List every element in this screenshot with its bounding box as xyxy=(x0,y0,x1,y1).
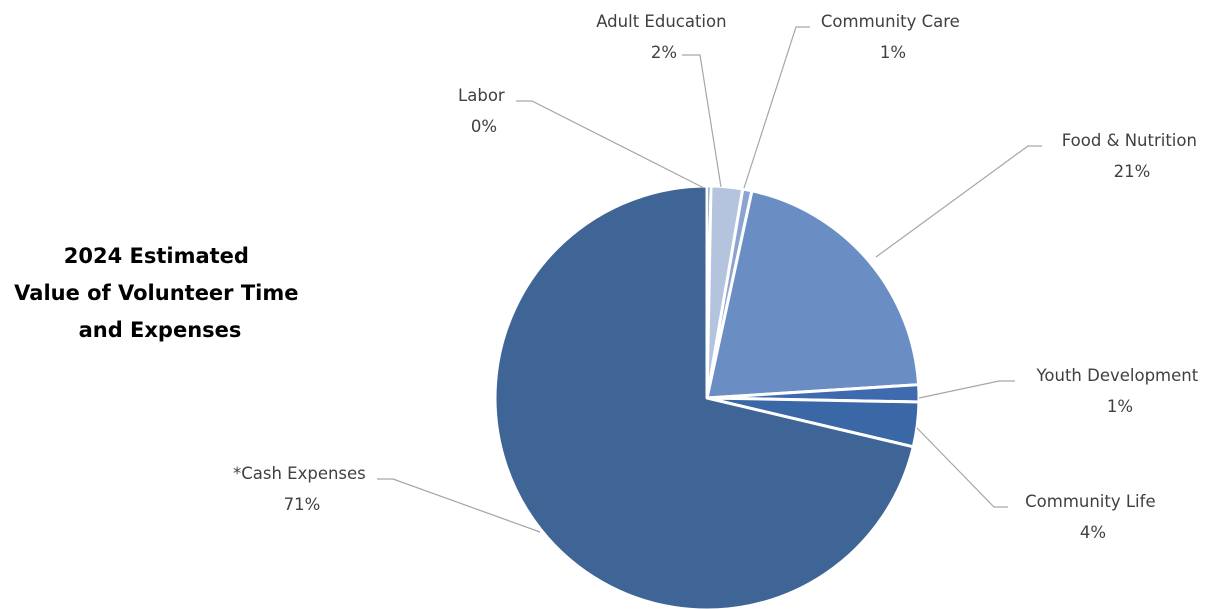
slice-label-youth-development-percent: 1% xyxy=(1107,397,1133,416)
leader-line-community-care xyxy=(743,26,810,189)
leader-line-youth-development xyxy=(918,380,1015,399)
leader-line-labor xyxy=(516,100,705,189)
leader-line-community-life xyxy=(916,427,1008,508)
slice-label-community-life-percent: 4% xyxy=(1080,523,1106,542)
slice-label-cash-expenses-name: *Cash Expenses xyxy=(233,464,366,483)
pie-slices xyxy=(493,184,921,609)
slice-label-youth-development-name: Youth Development xyxy=(1036,366,1199,385)
slice-label-community-life-name: Community Life xyxy=(1025,492,1155,511)
slice-label-food-nutrition: Food & Nutrition 21% xyxy=(1062,131,1202,181)
slice-label-community-life: Community Life 4% xyxy=(1025,492,1161,542)
slice-labels: Labor 0% Adult Education 2% Community Ca… xyxy=(233,12,1204,542)
leader-line-cash-expenses xyxy=(377,478,541,533)
slice-label-community-care-percent: 1% xyxy=(880,43,906,62)
leader-line-adult-education xyxy=(682,54,722,188)
slice-label-food-nutrition-name: Food & Nutrition xyxy=(1062,131,1197,150)
chart-title: 2024 Estimated Value of Volunteer Time a… xyxy=(14,244,306,342)
slice-label-community-care: Community Care 1% xyxy=(821,12,965,62)
slice-label-labor-name: Labor xyxy=(458,86,505,105)
leader-lines xyxy=(377,26,1042,533)
slice-label-labor: Labor 0% xyxy=(458,86,510,136)
slice-label-adult-education: Adult Education 2% xyxy=(596,12,732,62)
slice-label-cash-expenses-percent: 71% xyxy=(284,495,321,514)
pie-slice-cash-expenses xyxy=(493,184,915,609)
chart-title-line-3: and Expenses xyxy=(79,318,242,342)
slice-label-youth-development: Youth Development 1% xyxy=(1036,366,1204,416)
slice-label-labor-percent: 0% xyxy=(471,117,497,136)
chart-title-line-2: Value of Volunteer Time xyxy=(14,281,298,305)
slice-label-food-nutrition-percent: 21% xyxy=(1114,162,1151,181)
chart-title-line-1: 2024 Estimated xyxy=(64,244,249,268)
slice-label-community-care-name: Community Care xyxy=(821,12,960,31)
slice-label-adult-education-name: Adult Education xyxy=(596,12,726,31)
leader-line-food-nutrition xyxy=(875,145,1042,258)
slice-label-adult-education-percent: 2% xyxy=(651,43,677,62)
pie-slice-food-nutrition xyxy=(705,189,921,400)
slice-label-cash-expenses: *Cash Expenses 71% xyxy=(233,464,371,514)
